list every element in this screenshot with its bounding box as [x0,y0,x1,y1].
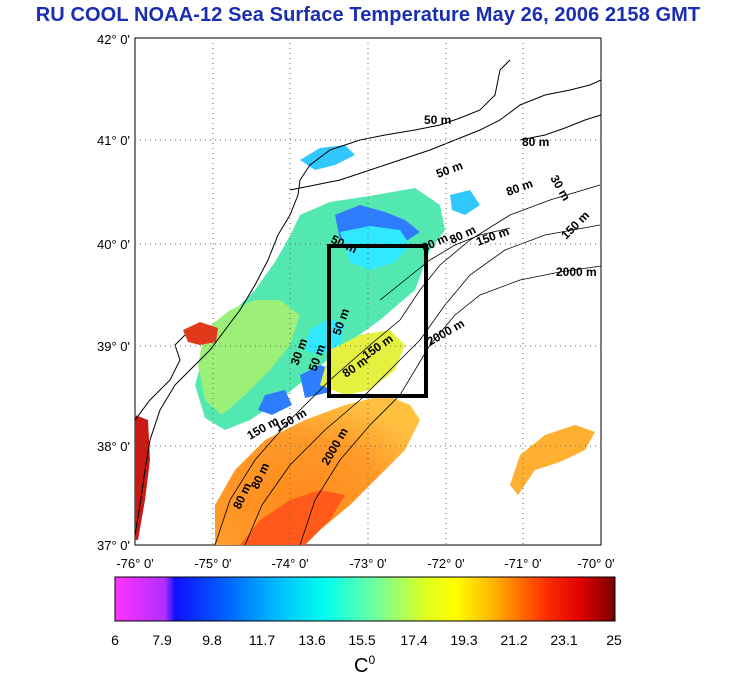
colorbar-tick-label: 13.6 [298,632,325,648]
colorbar-tick-label: 23.1 [550,632,577,648]
isobath-label: 50 m [424,113,451,127]
colorbar-tick-label: 9.8 [202,632,222,648]
study-area-box [327,244,428,398]
colorbar-ticks: 6 7.9 9.8 11.7 13.6 15.5 17.4 19.3 21.2 … [111,632,622,648]
map-content [135,59,601,545]
lon-tick-label: -74° 0' [271,556,308,571]
lat-tick-label: 42° 0' [97,32,130,47]
colorbar-tick-label: 25 [606,632,622,648]
coastline [135,59,601,536]
lon-tick-label: -76° 0' [116,556,153,571]
colorbar-tick-label: 7.9 [152,632,172,648]
lat-tick-label: 38° 0' [97,439,130,454]
colorbar-tick-label: 11.7 [249,632,275,648]
lon-tick-label: -72° 0' [427,556,464,571]
sst-cyan-band [305,226,410,355]
lat-tick-label: 40° 0' [97,237,130,252]
colorbar-tick-label: 15.5 [348,632,375,648]
colorbar [114,576,616,622]
unit-superscript: 0 [368,653,375,667]
colorbar-unit: C0 [354,653,375,677]
lat-axis: 42° 0' 41° 0' 40° 0' 39° 0' 38° 0' 37° 0… [97,32,130,553]
sst-gulfstream-red [240,490,345,545]
sst-coast-red [135,415,150,540]
colorbar-tick-label: 21.2 [500,632,527,648]
lon-tick-label: -71° 0' [504,556,541,571]
lat-tick-label: 39° 0' [97,339,130,354]
isobath-label: 80 m [522,135,549,149]
lon-axis: -76° 0' -75° 0' -74° 0' -73° 0' -72° 0' … [116,556,614,571]
unit-letter: C [354,655,368,677]
colorbar-tick-label: 17.4 [400,632,427,648]
colorbar-tick-label: 6 [111,632,119,648]
map-title: RU COOL NOAA-12 Sea Surface Temperature … [35,4,701,26]
sst-bay-warm [183,322,218,345]
sst-yellow-front [320,330,405,395]
sst-inshore-green [198,300,300,415]
lon-tick-label: -75° 0' [194,556,231,571]
lon-tick-label: -73° 0' [349,556,386,571]
isobath-label: 2000 m [556,265,597,279]
sst-offshore-patch [510,425,595,495]
sst-north-patches [300,145,480,215]
colorbar-tick-label: 19.3 [450,632,477,648]
isobath-lines [214,184,601,545]
lat-tick-label: 37° 0' [97,538,130,553]
lat-tick-label: 41° 0' [97,133,130,148]
lon-tick-label: -70° 0' [577,556,614,571]
sst-warm-slope [215,395,420,545]
